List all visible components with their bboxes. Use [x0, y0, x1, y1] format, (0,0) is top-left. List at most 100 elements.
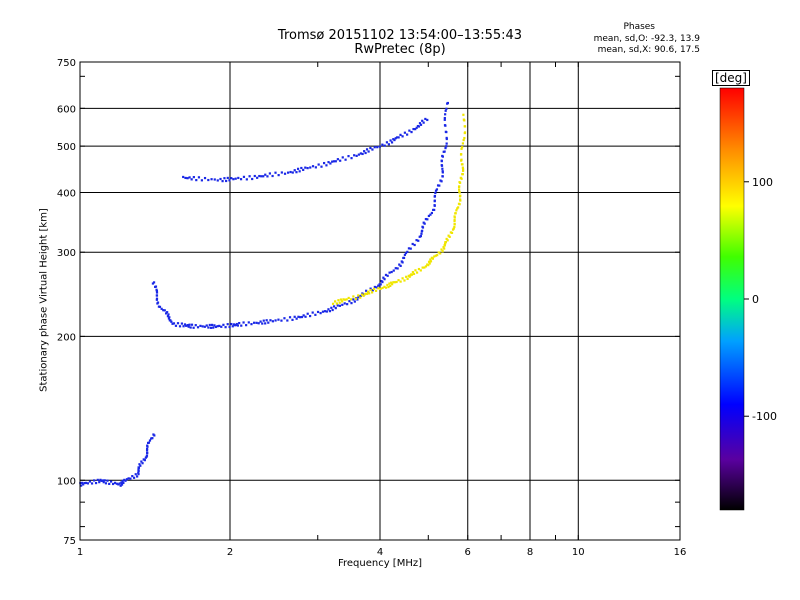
data-point	[260, 175, 263, 178]
data-point	[213, 178, 216, 181]
data-point	[306, 312, 309, 315]
data-point	[403, 279, 406, 282]
data-point	[266, 175, 269, 178]
data-point	[170, 320, 173, 323]
data-point	[442, 246, 445, 249]
data-point	[444, 109, 447, 112]
x-tick-label-4: 8	[527, 547, 533, 558]
data-point	[245, 324, 248, 327]
data-point	[186, 324, 189, 327]
data-point	[94, 481, 98, 485]
data-point	[230, 322, 233, 326]
data-point	[283, 317, 286, 320]
data-point	[288, 316, 292, 319]
data-point	[343, 298, 347, 301]
data-point	[208, 323, 211, 327]
data-point	[334, 307, 337, 310]
data-point	[412, 127, 415, 131]
y-tick-label-0: 75	[63, 536, 76, 547]
data-point	[264, 322, 267, 325]
data-point	[443, 118, 446, 121]
data-point	[443, 247, 446, 250]
data-point	[265, 319, 268, 322]
data-point	[197, 176, 201, 179]
data-point	[331, 308, 334, 312]
y-tick-label-5: 500	[57, 142, 76, 153]
data-point	[368, 292, 371, 295]
data-point	[304, 166, 307, 169]
data-point	[111, 482, 115, 486]
data-point	[140, 460, 143, 463]
data-point	[240, 324, 243, 327]
data-point	[234, 177, 237, 180]
data-point	[108, 482, 111, 486]
data-point	[423, 222, 426, 225]
data-point	[269, 319, 272, 322]
data-point	[124, 479, 127, 482]
data-point	[199, 324, 202, 327]
data-point	[395, 136, 399, 139]
data-point	[201, 325, 204, 328]
data-point	[419, 269, 422, 272]
data-point	[338, 304, 342, 307]
y-tick-label-4: 400	[57, 188, 76, 199]
data-point	[384, 286, 388, 289]
data-point	[330, 306, 333, 309]
data-point	[441, 175, 444, 178]
data-point	[183, 323, 187, 326]
data-point	[458, 195, 462, 198]
data-point	[277, 174, 280, 177]
data-point	[339, 298, 343, 301]
phases-o-stats: mean, sd,O: -92.3, 13.9	[593, 34, 700, 44]
data-point	[230, 177, 233, 180]
data-point	[376, 146, 379, 149]
data-point	[369, 288, 372, 292]
data-point	[461, 173, 464, 176]
data-point	[82, 483, 85, 486]
data-point	[455, 209, 458, 212]
data-point	[395, 280, 398, 284]
data-point	[141, 462, 144, 465]
data-point	[311, 311, 314, 314]
data-point	[350, 302, 353, 305]
data-point	[365, 289, 368, 292]
data-point	[429, 213, 432, 216]
data-point	[453, 218, 456, 222]
data-point	[444, 146, 447, 150]
data-point	[228, 325, 231, 329]
data-point	[139, 464, 142, 467]
data-point	[83, 481, 86, 485]
data-point	[155, 294, 158, 297]
y-tick-label-3: 300	[57, 248, 76, 259]
x-tick-label-3: 6	[465, 547, 471, 558]
data-point	[441, 155, 444, 158]
data-point	[335, 302, 338, 305]
data-point	[283, 172, 287, 175]
data-point	[125, 478, 129, 481]
y-tick-label-2: 200	[57, 332, 76, 343]
data-point	[259, 320, 262, 323]
data-point	[406, 133, 409, 136]
data-point	[398, 263, 401, 266]
data-point	[103, 479, 106, 482]
data-point	[423, 266, 426, 269]
data-point	[460, 177, 463, 180]
data-point	[280, 319, 283, 322]
data-point	[457, 188, 461, 191]
data-point	[360, 293, 364, 296]
data-point	[367, 150, 370, 153]
data-point	[102, 481, 105, 484]
data-point	[462, 113, 465, 116]
data-point	[357, 294, 360, 297]
data-point	[164, 312, 168, 315]
data-point	[427, 260, 431, 263]
data-point	[80, 481, 84, 484]
data-point	[458, 185, 461, 188]
data-point	[188, 176, 191, 179]
data-point	[235, 322, 238, 326]
data-point	[166, 311, 169, 314]
data-point	[440, 180, 443, 183]
data-point	[321, 310, 325, 313]
data-point	[434, 191, 437, 195]
data-point	[286, 319, 289, 322]
